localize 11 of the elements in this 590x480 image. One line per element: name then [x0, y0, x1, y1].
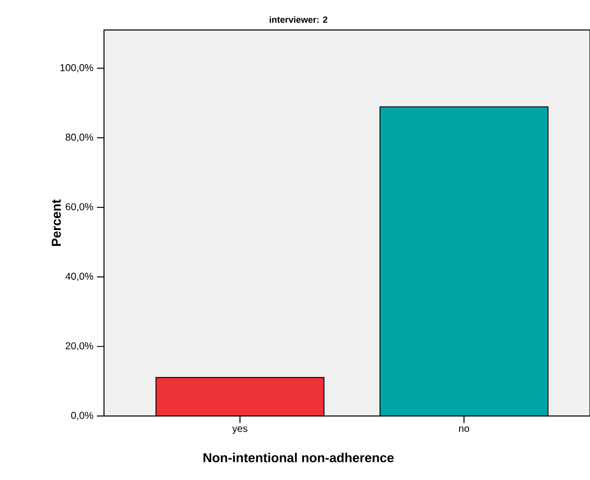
chart-title: interviewer: 2	[270, 16, 328, 23]
x-tick-label: yes	[232, 426, 248, 434]
x-tick-label: no	[459, 426, 470, 432]
y-tick-label: 40,0%	[65, 272, 94, 282]
x-axis-title: Non-intentional non-adherence	[204, 452, 394, 462]
y-tick-label: 80,0%	[66, 134, 94, 142]
y-tick-label: 0,0%	[71, 412, 94, 420]
y-tick-label: 20,0%	[66, 342, 94, 351]
y-tick-label: 100,0%	[60, 64, 94, 72]
y-tick-label: 60,0%	[66, 203, 94, 212]
y-axis-title: Percent	[52, 199, 61, 246]
